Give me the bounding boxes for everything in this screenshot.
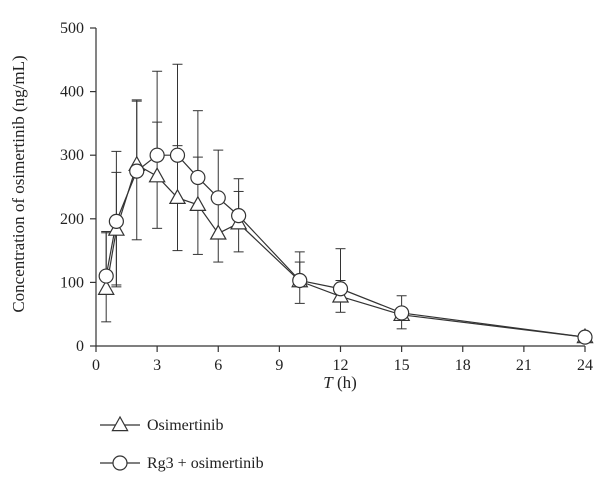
x-tick-label: 24 [577, 357, 593, 374]
x-tick-label: 18 [455, 357, 471, 374]
x-tick-label: 21 [516, 357, 532, 374]
x-tick-label: 3 [153, 357, 161, 374]
circle-marker [231, 208, 247, 224]
circle-marker [577, 329, 593, 345]
y-tick-label: 500 [60, 20, 84, 37]
x-tick-label: 0 [92, 357, 100, 374]
circle-marker [98, 268, 114, 284]
y-tick-label: 0 [76, 338, 84, 355]
y-tick-label: 300 [60, 147, 84, 164]
circle-marker [210, 190, 226, 206]
legend-label: Osimertinib [147, 417, 223, 434]
y-tick-label: 200 [60, 211, 84, 228]
series-lines [105, 154, 586, 338]
series-line-1 [105, 154, 586, 338]
circle-marker [129, 163, 145, 179]
triangle-marker [209, 224, 227, 240]
legend: Osimertinib Rg3 + osimertinib [100, 415, 264, 472]
y-tick-label: 400 [60, 84, 84, 101]
triangle-marker [168, 188, 187, 205]
circle-marker [394, 305, 410, 321]
circle-marker [332, 281, 349, 297]
x-tick-label: 15 [394, 357, 410, 374]
circle-marker [190, 169, 206, 186]
circle-marker [108, 213, 124, 229]
circle-marker [292, 272, 308, 289]
tick-labels: 0 3 6 9 12 15 18 21 24 0 100 200 300 400 500 [60, 20, 593, 374]
legend-circle-marker [112, 455, 128, 471]
legend-triangle-marker [111, 415, 129, 432]
circle-marker [169, 147, 186, 163]
x-tick-label: 12 [333, 357, 349, 374]
y-axis-label: Concentration of osimertinib (ng/mL) [9, 55, 28, 312]
triangle-marker [148, 166, 166, 183]
x-axis-label: T (h) [323, 373, 357, 392]
triangle-marker [97, 279, 115, 295]
y-tick-label: 100 [60, 274, 84, 291]
x-tick-label: 9 [275, 357, 283, 374]
triangle-marker [189, 195, 207, 212]
data-markers [97, 147, 594, 345]
legend-label: Rg3 + osimertinib [147, 455, 264, 472]
axes [90, 27, 586, 352]
error-bars [101, 63, 590, 341]
circle-marker [149, 147, 165, 163]
x-tick-label: 6 [214, 357, 222, 374]
